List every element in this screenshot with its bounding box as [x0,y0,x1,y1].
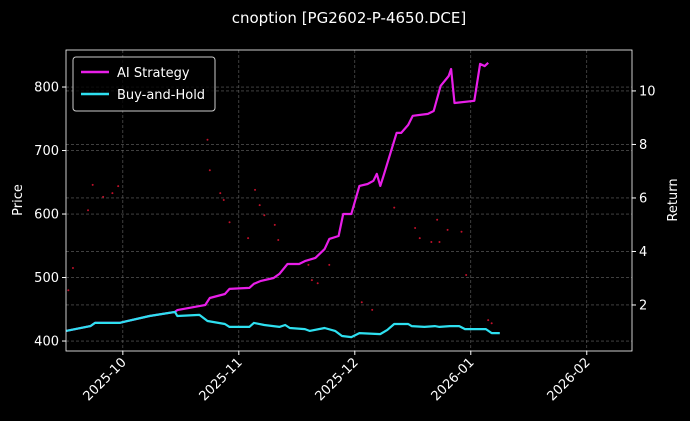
price-point [222,199,225,202]
price-point [258,204,261,207]
price-point [307,263,310,266]
price-point [111,192,114,195]
price-point [487,319,490,322]
price-point [208,169,211,172]
price-point [273,223,276,226]
x-tick-label: 2025-12 [313,355,362,404]
y-tick-label: 500 [34,271,59,286]
price-point [263,214,266,217]
y2-tick-label: 4 [639,245,647,260]
y2-tick-label: 2 [639,298,647,313]
price-point [328,263,331,266]
price-point [316,282,319,285]
y-tick-label: 600 [34,208,59,223]
price-point [206,138,209,141]
price-point [219,192,222,195]
price-point [430,240,433,243]
y-tick-label: 700 [34,144,59,159]
series-line [65,310,500,339]
price-point [277,239,280,242]
plot-frame [65,49,633,352]
price-point [371,308,374,311]
price-point [436,218,439,221]
price-point [228,221,231,224]
legend-label: Buy-and-Hold [117,88,205,103]
price-point [71,267,74,270]
price-point [360,301,363,304]
y-tick-label: 800 [34,81,59,96]
legend-label: AI Strategy [117,66,190,81]
price-point [91,183,94,186]
y2-tick-label: 8 [639,138,647,153]
price-point [414,226,417,229]
price-point [460,230,463,233]
y-tick-label: 400 [34,335,59,350]
price-point [465,273,468,276]
x-tick-label: 2025-10 [81,355,130,404]
x-tick-label: 2025-11 [197,355,246,404]
y-axis-label: Price [11,184,26,216]
price-point [102,195,105,198]
price-point [247,237,250,240]
price-point [254,188,257,191]
series-line [65,61,489,332]
chart-title: cnoption [PG2602-P-4650.DCE] [232,9,467,27]
price-point [438,240,441,243]
price-point [117,185,120,188]
price-point [393,206,396,209]
legend: AI Strategy Buy-and-Hold [72,56,216,112]
x-tick-label: 2026-02 [545,355,594,404]
x-tick-label: 2026-01 [429,355,478,404]
price-point [310,279,313,282]
y2-tick-label: 10 [639,84,656,99]
y2-tick-label: 6 [639,191,647,206]
price-point [490,322,493,325]
legend-box [72,56,216,112]
price-point [67,289,70,292]
price-point [446,228,449,231]
price-point [87,209,90,212]
price-point [418,237,421,240]
y2-axis-label: Return [666,178,681,221]
